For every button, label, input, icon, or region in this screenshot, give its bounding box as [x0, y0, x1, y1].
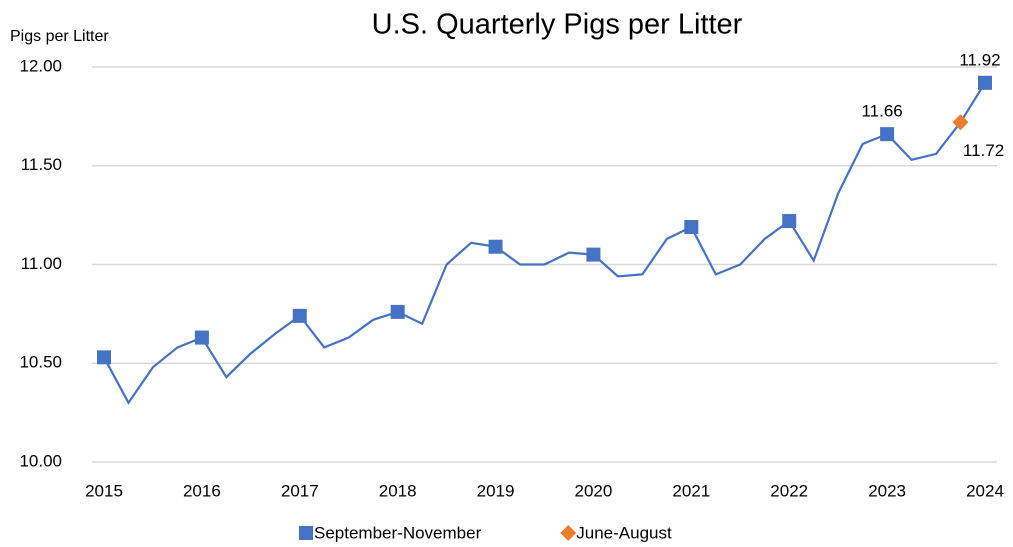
data-label: 11.72 — [963, 141, 1004, 160]
marker — [880, 127, 895, 142]
marker — [292, 308, 307, 323]
x-tick-label: 2015 — [85, 481, 123, 500]
y-axis-label: Pigs per Litter — [10, 28, 109, 45]
x-tick-label: 2017 — [281, 481, 319, 500]
data-label: 11.92 — [959, 50, 1000, 69]
legend-marker — [560, 525, 577, 541]
marker — [782, 214, 797, 229]
y-tick-label: 10.00 — [19, 451, 62, 470]
legend-label: June-August — [576, 523, 672, 542]
y-tick-label: 12.00 — [19, 56, 62, 75]
legend-marker — [299, 526, 313, 540]
marker — [194, 330, 209, 345]
x-tick-label: 2022 — [770, 481, 808, 500]
marker — [390, 304, 405, 319]
marker — [97, 350, 111, 365]
line — [103, 82, 986, 405]
y-tick-label: 11.00 — [21, 254, 62, 273]
data-label: 11.66 — [861, 102, 902, 121]
x-tick-label: 2018 — [379, 481, 417, 500]
marker — [978, 75, 992, 90]
y-tick-label: 11.50 — [21, 155, 62, 174]
marker — [684, 219, 699, 234]
marker — [586, 247, 601, 262]
marker — [952, 114, 969, 131]
marker — [488, 239, 503, 254]
chart-title: U.S. Quarterly Pigs per Litter — [372, 9, 743, 41]
x-tick-label: 2023 — [868, 481, 906, 500]
x-tick-label: 2020 — [575, 481, 613, 500]
x-tick-label: 2016 — [183, 481, 221, 500]
legend-label: September-November — [314, 523, 482, 542]
x-tick-label: 2019 — [477, 481, 515, 500]
x-tick-label: 2021 — [672, 481, 710, 500]
x-tick-label: 2024 — [966, 481, 1004, 500]
y-tick-label: 10.50 — [19, 353, 62, 372]
